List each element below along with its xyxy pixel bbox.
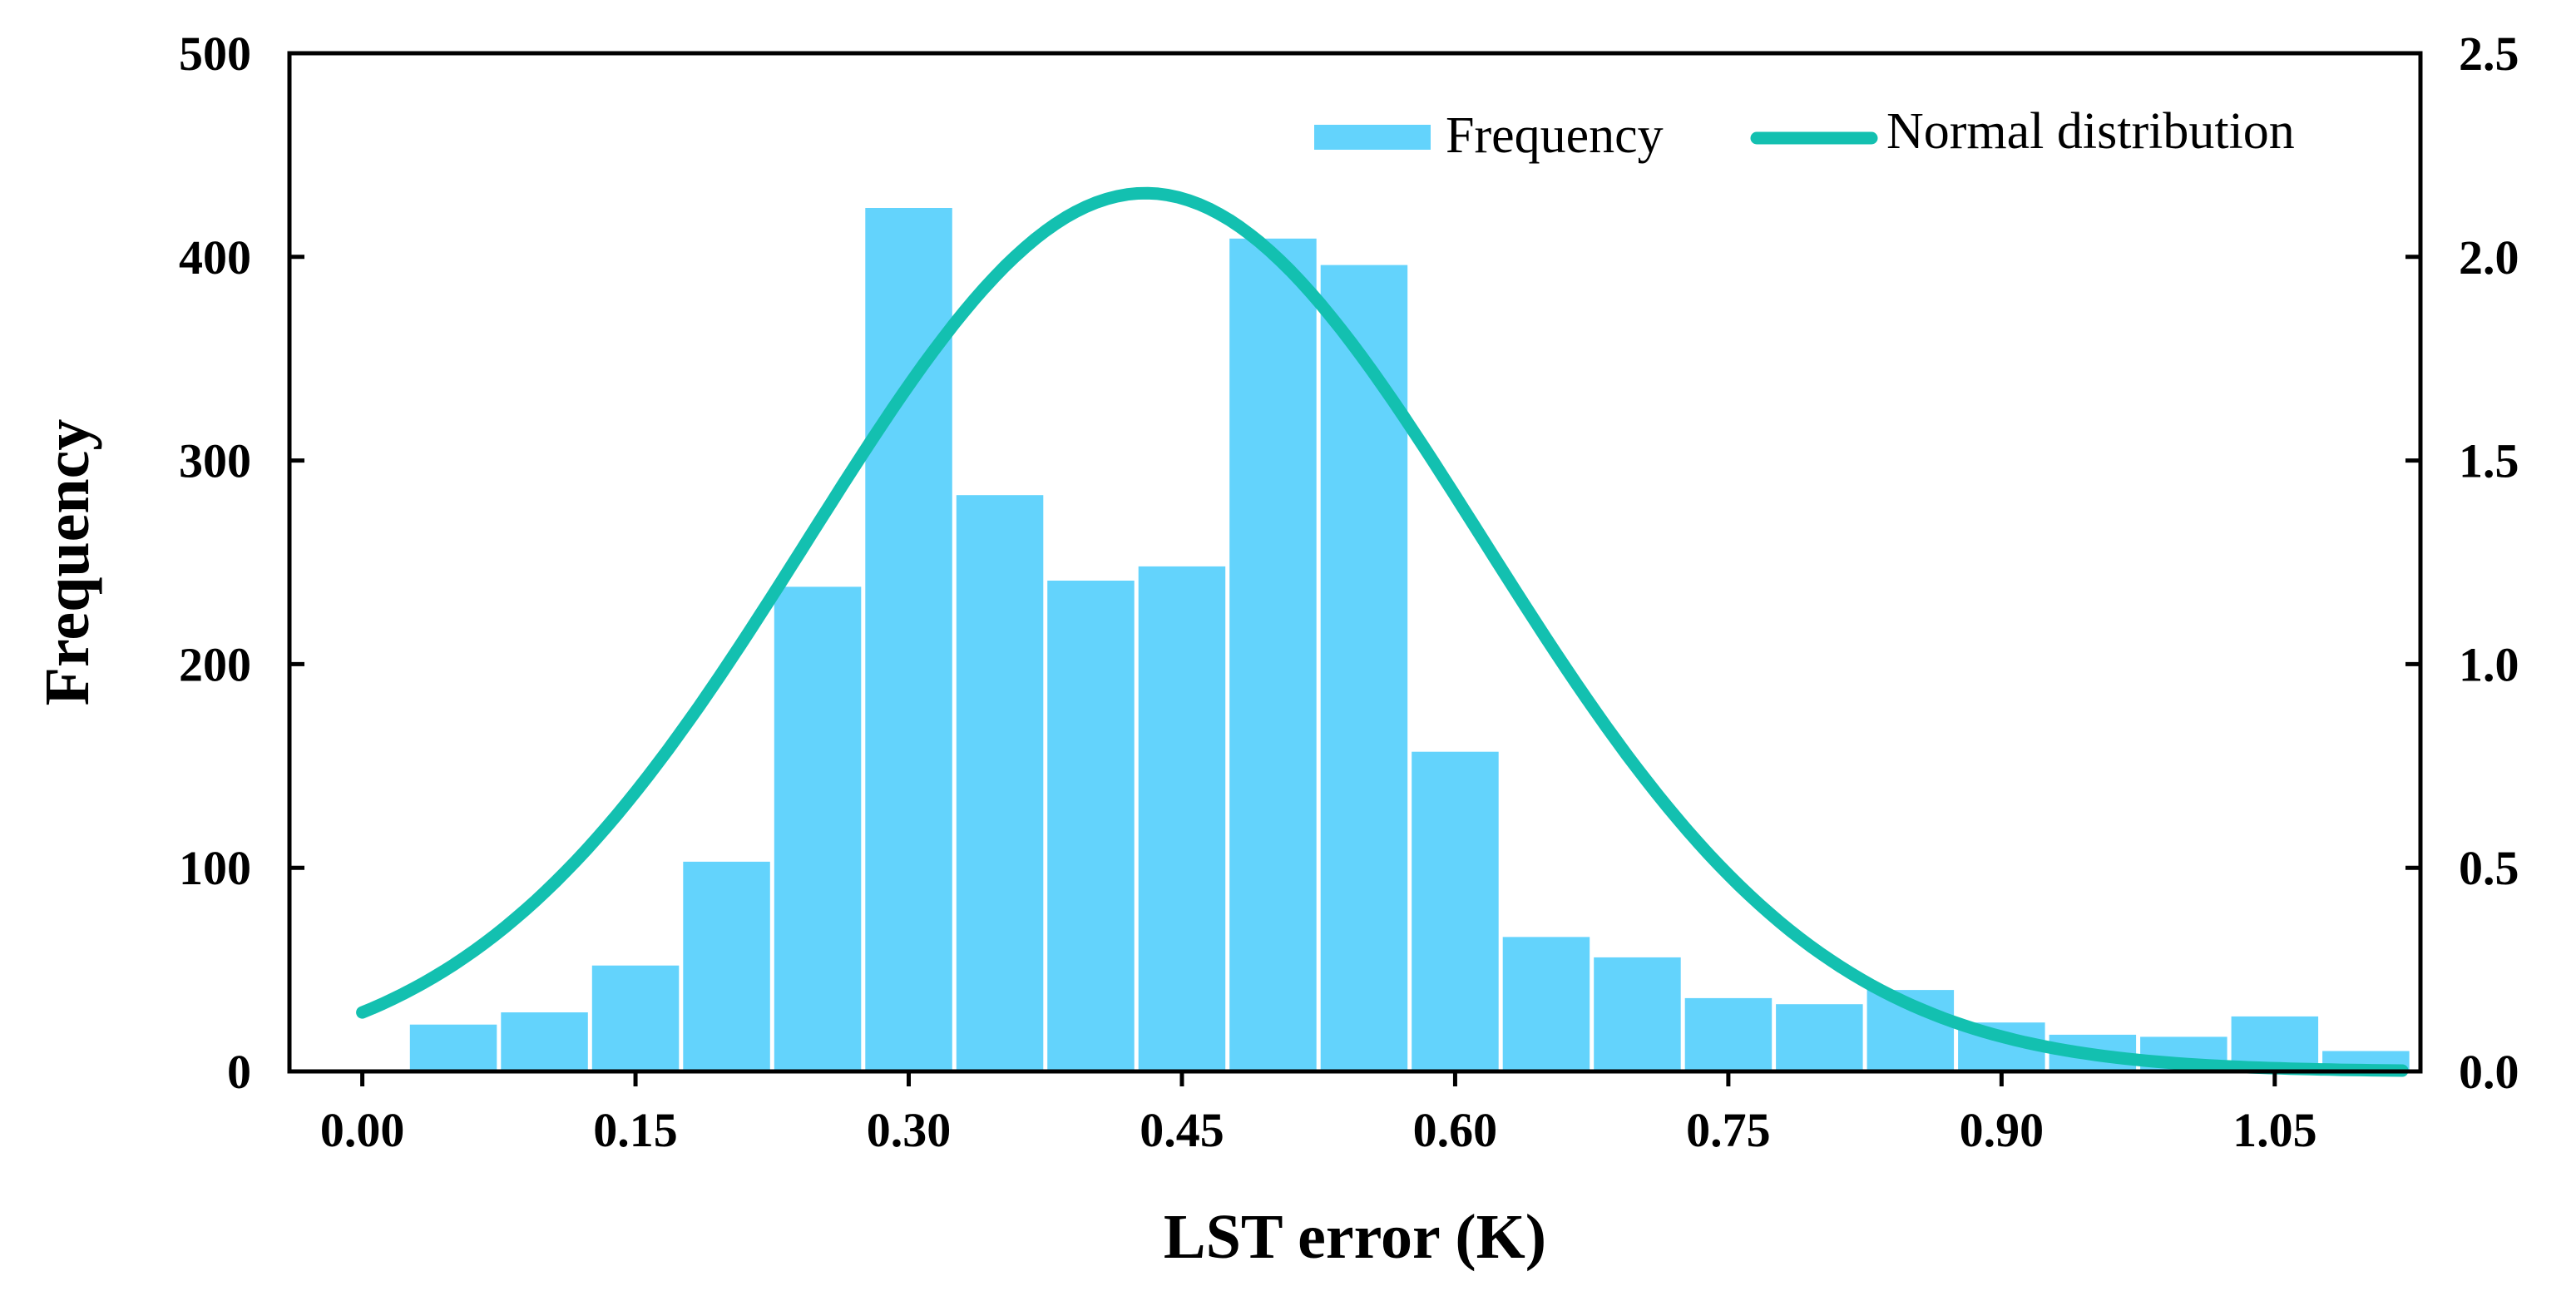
legend: Frequency Normal distribution — [1314, 103, 2295, 164]
legend-normal-distribution-label: Normal distribution — [1886, 103, 2295, 160]
histogram-bar — [956, 495, 1044, 1071]
normal-distribution-curve — [356, 186, 2409, 1077]
y-tick-label: 500 — [179, 27, 251, 81]
y2-tick-label: 0.0 — [2459, 1045, 2519, 1099]
x-tick-label: 0.30 — [867, 1103, 952, 1157]
y2-tick-label: 1.0 — [2459, 637, 2519, 691]
histogram-bar — [1776, 1004, 1863, 1071]
x-tick-label: 0.75 — [1686, 1103, 1771, 1157]
y2-tick-label: 1.5 — [2459, 434, 2519, 488]
y-axis-title: Frequency — [32, 419, 102, 706]
histogram-bar — [1684, 997, 1773, 1071]
y-tick-label: 400 — [179, 230, 251, 284]
histogram-bar — [774, 586, 862, 1071]
x-axis-title: LST error (K) — [1164, 1202, 1546, 1272]
histogram-bar — [1047, 581, 1135, 1071]
y-tick-label: 100 — [179, 841, 251, 895]
histogram-bar — [1138, 566, 1226, 1071]
y-tick-label: 200 — [179, 637, 251, 691]
x-tick-label: 0.15 — [593, 1103, 678, 1157]
histogram-bar — [591, 965, 680, 1071]
y2-tick-label: 2.5 — [2459, 27, 2519, 81]
histogram-bar — [683, 861, 770, 1071]
x-tick-label: 0.60 — [1413, 1103, 1498, 1157]
x-tick-label: 0.45 — [1140, 1103, 1224, 1157]
histogram-bar — [1412, 751, 1499, 1071]
histogram-bar — [501, 1012, 588, 1071]
legend-frequency-label: Frequency — [1446, 107, 1664, 164]
plot-frame — [287, 51, 2423, 1074]
y2-tick-label: 2.0 — [2459, 230, 2519, 284]
histogram-bar — [1594, 957, 1681, 1071]
x-tick-label: 0.00 — [320, 1103, 405, 1157]
y2-tick-label: 0.5 — [2459, 841, 2519, 895]
histogram-bar — [1229, 238, 1317, 1071]
axis-tick-labels: 0.00 0.15 0.30 0.45 0.60 0.75 0.90 1.05 0 100 200 3… — [179, 27, 2519, 1157]
histogram-bar — [1320, 265, 1408, 1072]
histogram-bar — [409, 1024, 497, 1071]
histogram-bar — [1502, 937, 1590, 1071]
x-tick-label: 0.90 — [1960, 1103, 2044, 1157]
x-tick-label: 1.05 — [2232, 1103, 2317, 1157]
y-tick-label: 300 — [179, 434, 251, 488]
legend-frequency-swatch — [1314, 125, 1431, 150]
axis-ticks — [289, 51, 2420, 1086]
y-tick-label: 0 — [227, 1045, 251, 1099]
histogram-bars — [409, 208, 2410, 1072]
